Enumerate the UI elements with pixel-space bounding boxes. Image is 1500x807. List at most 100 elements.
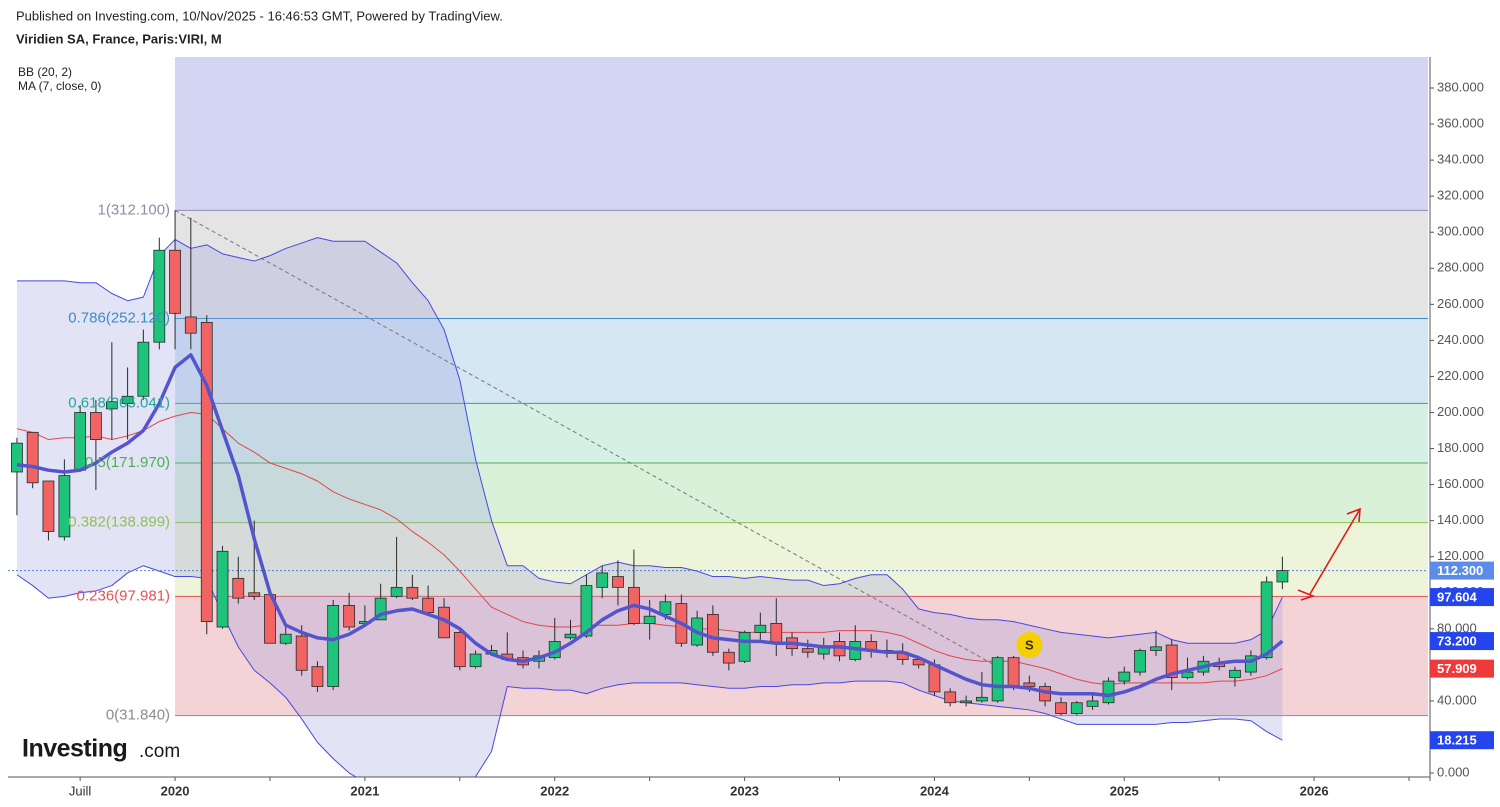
x-tick-label: 2023 bbox=[730, 783, 759, 798]
candle-body bbox=[137, 341, 150, 397]
candle-body bbox=[453, 632, 466, 668]
y-tick-label: 0.000 bbox=[1437, 764, 1470, 779]
candle-body bbox=[105, 401, 118, 410]
trend-line bbox=[174, 209, 1002, 669]
indicator: BB (20, 2) bbox=[18, 65, 72, 79]
candle-body bbox=[121, 395, 134, 404]
candle-body bbox=[1118, 671, 1131, 682]
candle-body bbox=[200, 321, 213, 623]
y-tick-label: 80.000 bbox=[1437, 620, 1477, 635]
y-tick-label: 180.000 bbox=[1437, 440, 1484, 455]
candle-body bbox=[1244, 655, 1257, 673]
fib-label: 0.5(171.970) bbox=[85, 454, 170, 471]
arrow-line bbox=[1309, 508, 1361, 595]
candle-body bbox=[975, 696, 988, 702]
price-label: 97.604 bbox=[1437, 590, 1478, 605]
y-tick-label: 340.000 bbox=[1437, 152, 1484, 167]
candle-body bbox=[596, 572, 609, 588]
x-tick-label: 2022 bbox=[540, 783, 569, 798]
y-tick-label: 300.000 bbox=[1437, 224, 1484, 239]
arrow-head bbox=[1346, 507, 1361, 523]
logo-suffix: .com bbox=[139, 741, 180, 762]
y-tick-label: 380.000 bbox=[1437, 79, 1484, 94]
fib-label: 0.618(205.041) bbox=[68, 394, 170, 411]
candle-body bbox=[422, 597, 435, 613]
y-tick-label: 360.000 bbox=[1437, 115, 1484, 130]
x-tick-label: Juill bbox=[69, 783, 92, 798]
candle-body bbox=[1181, 671, 1194, 678]
y-tick-label: 260.000 bbox=[1437, 296, 1484, 311]
logo: Investing bbox=[22, 735, 127, 763]
candle-body bbox=[248, 592, 261, 597]
candle-body bbox=[184, 316, 197, 334]
candle-body bbox=[944, 691, 957, 704]
candle-body bbox=[169, 249, 181, 314]
candle-body bbox=[279, 633, 292, 644]
candle-body bbox=[1055, 702, 1067, 714]
y-tick-label: 280.000 bbox=[1437, 260, 1484, 275]
candle-body bbox=[374, 597, 387, 621]
candle-body bbox=[1086, 700, 1099, 707]
x-tick-label: 2025 bbox=[1110, 783, 1139, 798]
candle-body bbox=[1134, 650, 1146, 673]
candle-body bbox=[216, 550, 229, 628]
fib-band bbox=[175, 210, 1428, 319]
price-label: 57.909 bbox=[1437, 661, 1477, 676]
candle-body bbox=[580, 585, 593, 637]
plot bbox=[8, 209, 1428, 777]
candle-body bbox=[1102, 680, 1115, 704]
candle-body bbox=[1229, 669, 1241, 678]
candle-body bbox=[153, 249, 166, 343]
price-label: 112.300 bbox=[1437, 563, 1483, 578]
candle-body bbox=[26, 431, 39, 484]
candle-body bbox=[564, 633, 577, 639]
candle-body bbox=[722, 651, 735, 664]
candle-body bbox=[643, 615, 656, 624]
candle-body bbox=[770, 623, 783, 644]
candle-body bbox=[406, 586, 419, 599]
signal-label: S bbox=[1025, 637, 1034, 652]
x-tick-label: 2024 bbox=[920, 783, 950, 798]
fib-band bbox=[175, 463, 1428, 523]
price-label: 73.200 bbox=[1437, 634, 1477, 649]
signal-marker bbox=[1016, 632, 1043, 659]
bb-upper-line bbox=[16, 237, 1283, 644]
fib-label: 0(31.840) bbox=[106, 707, 170, 724]
candle-body bbox=[801, 648, 814, 653]
candle-body bbox=[295, 635, 308, 671]
candle-body bbox=[89, 412, 102, 440]
fib-label: 0.236(97.981) bbox=[77, 587, 170, 604]
candle-body bbox=[311, 666, 324, 687]
candle-body bbox=[928, 664, 941, 693]
fib-label: 0.786(252.120) bbox=[68, 310, 170, 327]
candle-body bbox=[1070, 702, 1083, 714]
candle-body bbox=[1150, 646, 1162, 651]
arrow-head bbox=[1297, 589, 1316, 601]
candle-body bbox=[612, 576, 624, 588]
candle-body bbox=[1165, 644, 1178, 678]
candle-body bbox=[960, 700, 973, 704]
candle-body bbox=[1007, 657, 1020, 687]
ma-line bbox=[16, 353, 1284, 698]
candle-body bbox=[11, 442, 23, 473]
candle-body bbox=[991, 657, 1004, 702]
y-tick-label: 200.000 bbox=[1437, 404, 1484, 419]
fib-band bbox=[175, 403, 1428, 464]
price-label-box bbox=[1430, 731, 1494, 750]
candle-body bbox=[1023, 682, 1036, 687]
candle-body bbox=[706, 613, 719, 653]
y-tick-label: 320.000 bbox=[1437, 188, 1484, 203]
chart-title: Viridien SA, France, Paris:VIRI, M bbox=[16, 31, 222, 46]
price-label-box bbox=[1430, 659, 1494, 678]
candle-body bbox=[754, 624, 767, 633]
price-label: 18.215 bbox=[1437, 733, 1477, 748]
price-label-box bbox=[1430, 632, 1494, 651]
y-tick-label: 120.000 bbox=[1437, 548, 1484, 563]
candle-body bbox=[1260, 581, 1273, 659]
y-tick-label: 160.000 bbox=[1437, 476, 1484, 491]
fib-label: 0.382(138.899) bbox=[68, 514, 170, 531]
y-tick-label: 220.000 bbox=[1437, 368, 1484, 383]
candle-body bbox=[327, 604, 340, 687]
overlay: 0(31.840) 0.236(97.981) 0.382(138.899) 0.5(… bbox=[8, 57, 1494, 798]
